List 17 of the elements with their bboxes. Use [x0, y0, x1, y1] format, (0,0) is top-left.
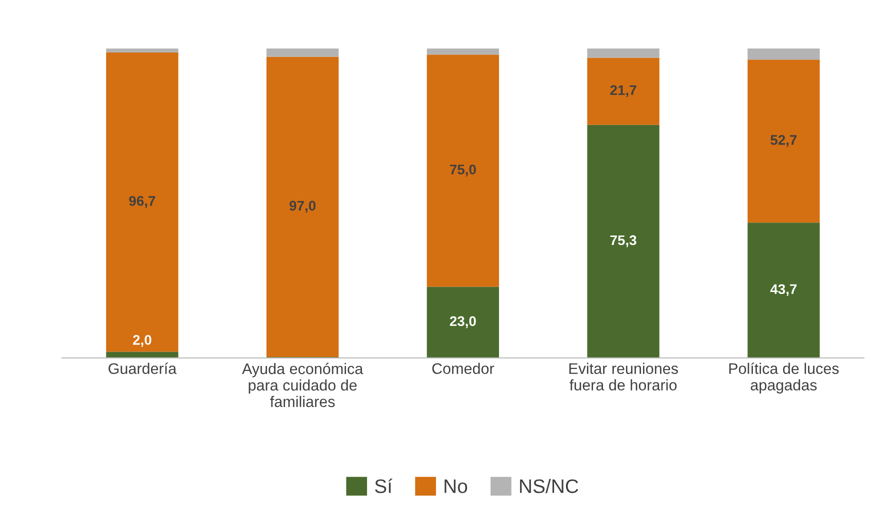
data-label: 23,0: [450, 316, 476, 328]
x-tick-label: Comedor: [432, 362, 494, 374]
x-tick-label: Guardería: [108, 362, 177, 374]
data-label: 52,7: [770, 135, 797, 147]
x-tick-label: Política de luces apagadas: [729, 362, 839, 394]
data-label: 21,7: [610, 85, 636, 98]
data-label: 2,0: [133, 334, 152, 347]
data-label: 43,7: [770, 284, 797, 296]
data-label: 75,3: [610, 235, 636, 248]
legend-label: No: [444, 480, 468, 494]
x-tick-label: Evitar reuniones fuera de horario: [569, 362, 678, 390]
data-label: 97,0: [290, 200, 316, 213]
x-tick-label: Ayuda económica para cuidado de familiares: [242, 362, 364, 408]
legend-label: Sí: [375, 478, 392, 494]
data-label: 96,7: [129, 196, 156, 208]
legend-label: NS/NC: [520, 478, 578, 494]
data-label: 75,0: [450, 164, 476, 176]
